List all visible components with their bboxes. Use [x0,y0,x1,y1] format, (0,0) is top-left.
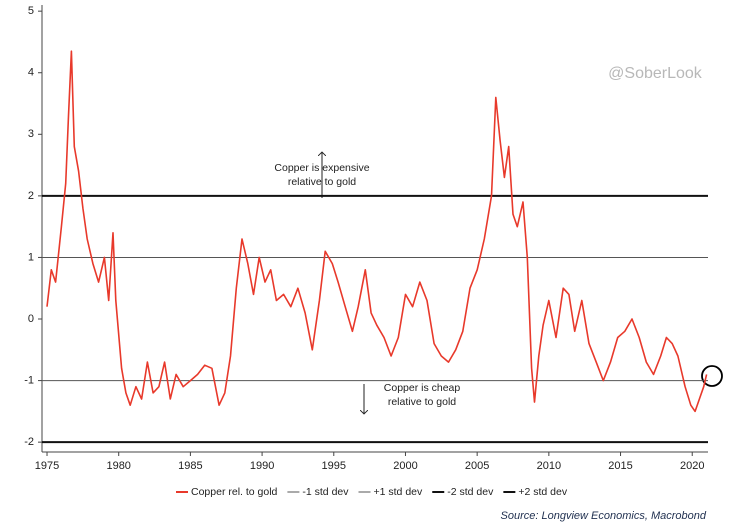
legend-label: +1 std dev [374,486,423,498]
data-line [46,50,708,413]
y-tick-label: -1 [24,374,34,386]
x-tick-label: 2020 [680,460,704,472]
annotation: Copper is cheap [384,382,461,394]
annotation: relative to gold [288,176,356,188]
annotation: Copper is expensive [274,162,369,174]
x-tick-label: 1995 [322,460,346,472]
y-tick-label: -2 [24,436,34,448]
x-tick-label: 2015 [608,460,632,472]
watermark: @SoberLook [608,65,703,82]
y-tick-label: 5 [28,5,34,17]
y-tick-label: 3 [28,128,34,140]
x-tick-label: 2000 [393,460,417,472]
x-tick-label: 2010 [537,460,561,472]
legend-label: +2 std dev [518,486,567,498]
x-tick-label: 2005 [465,460,489,472]
annotation: relative to gold [388,396,456,408]
y-tick-label: 4 [28,67,34,79]
x-tick-label: 1980 [106,460,130,472]
x-tick-label: 1975 [35,460,59,472]
y-tick-label: 1 [28,251,34,263]
y-tick-label: 2 [28,190,34,202]
highlight-circle [701,365,723,387]
source: Source: Longview Economics, Macrobond [501,510,707,522]
legend-label: -2 std dev [447,486,494,498]
y-tick-label: 0 [28,313,34,325]
legend-label: Copper rel. to gold [191,486,278,498]
x-tick-label: 1985 [178,460,202,472]
x-tick-label: 1990 [250,460,274,472]
legend-label: -1 std dev [302,486,349,498]
